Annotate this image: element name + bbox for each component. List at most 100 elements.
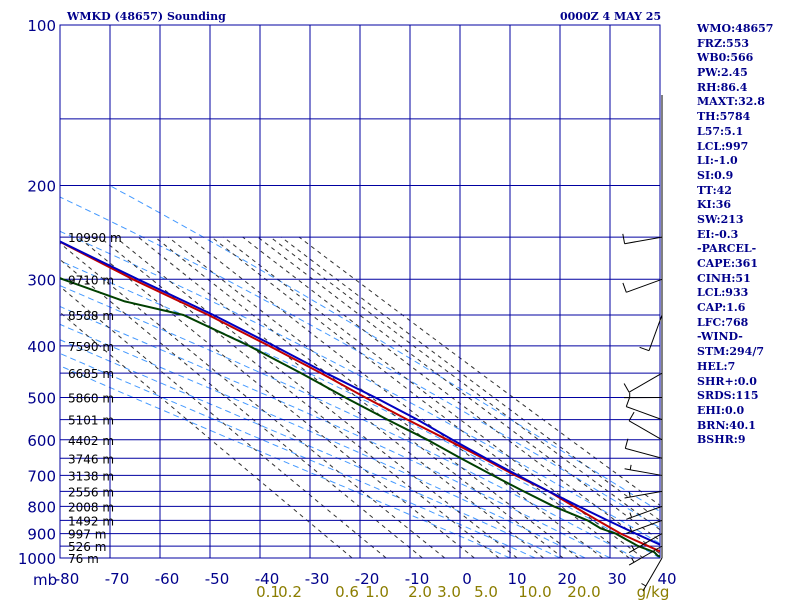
pressure-tick-label: 700	[27, 467, 56, 485]
mixing-ratio-line	[60, 311, 353, 558]
index-item: CAPE:361	[697, 257, 758, 270]
pressure-tick-label: 100	[27, 17, 56, 35]
index-item: SHR+:0.0	[697, 374, 757, 388]
wind-barb-staff	[626, 505, 663, 520]
wind-barb-staff	[642, 557, 663, 592]
index-item: EHI:0.0	[697, 403, 745, 417]
wind-barb-flag	[625, 397, 631, 407]
wind-barb-staff	[626, 519, 663, 534]
temperature-tick-label: -70	[105, 570, 130, 588]
index-item: -PARCEL-	[697, 242, 757, 256]
mixing-ratio-line	[77, 236, 475, 558]
wind-barb-half	[631, 545, 635, 551]
moist-adiabat-line	[60, 352, 536, 558]
height-label: 10990 m	[68, 231, 122, 245]
mixing-ratio-line	[115, 236, 518, 558]
mixing-ratio-axis: 0.10.2 0.6 1.0 2.0 3.0 5.0 10.0 20.0 g/kg	[256, 583, 669, 600]
temperature-tick-label: -50	[205, 570, 230, 588]
height-label: 3746 m	[68, 452, 114, 466]
index-item: L57:5.1	[697, 124, 744, 138]
dewpoint-line	[60, 277, 660, 558]
index-item: SW:213	[697, 212, 744, 226]
grid	[59, 24, 661, 559]
temperature-tick-label: 0	[462, 570, 472, 588]
index-item: SRDS:115	[697, 389, 759, 403]
parcel-line	[60, 240, 660, 546]
chart-time: 0000Z 4 MAY 25	[560, 10, 661, 23]
wind-barb-staff	[628, 545, 663, 566]
index-item: FRZ:553	[697, 36, 750, 50]
index-item: KI:36	[697, 198, 732, 212]
mixing-ratio-line	[60, 242, 446, 558]
temperature-tick-label: -30	[305, 570, 330, 588]
dry-adiabat-line	[0, 3, 700, 5]
mixing-ratio-tick-label: 0.2	[278, 583, 302, 600]
temperature-tick-label: 10	[507, 570, 526, 588]
mixing-ratio-tick-label: g/kg	[637, 583, 670, 600]
dry-adiabat-line	[0, 0, 700, 2]
moist-adiabat-line	[60, 285, 636, 558]
height-label: 76 m	[68, 552, 99, 566]
pressure-tick-label: 900	[27, 526, 56, 544]
wind-barb-staff	[624, 468, 663, 476]
height-label: 4402 m	[68, 434, 114, 448]
profile-lines	[60, 240, 660, 558]
moist-adiabat-line	[109, 184, 660, 513]
moist-adiabat-line	[60, 260, 660, 558]
mixing-ratio-tick-label: 0.6	[335, 583, 359, 600]
temperature-tick-label: -40	[255, 570, 280, 588]
mixing-ratio-tick-label: 20.0	[567, 583, 600, 600]
wind-barb-flag	[624, 438, 629, 449]
dry-adiabat-line	[0, 2, 700, 4]
moist-adiabat-line	[60, 196, 660, 529]
index-item: LFC:768	[697, 315, 749, 329]
mixing-ratio-tick-label: 10.0	[518, 583, 551, 600]
pressure-tick-label: 300	[27, 271, 56, 289]
index-item: CINH:51	[697, 271, 751, 285]
height-label: 5101 m	[68, 414, 114, 428]
wind-barb-staff	[626, 278, 663, 293]
height-label: 2008 m	[68, 500, 114, 514]
wind-barb-staff	[648, 314, 663, 351]
dry-adiabat-line	[0, 5, 700, 7]
mixing-ratio-tick-label: 3.0	[437, 583, 461, 600]
height-label: 8588 m	[68, 309, 114, 323]
temperature-tick-label: -10	[405, 570, 430, 588]
temperature-tick-label: 20	[557, 570, 576, 588]
wind-barb-half	[629, 512, 633, 518]
index-item: SI:0.9	[697, 168, 734, 182]
index-item: TH:5784	[697, 110, 751, 124]
wind-barb-half	[629, 464, 632, 470]
indices-panel: WMO:48657 FRZ:553 WB0:566 PW:2.45 RH:86.4 MAX…	[697, 22, 797, 448]
mixing-ratio-tick-label: 2.0	[408, 583, 432, 600]
index-item: TT:42	[697, 183, 732, 197]
index-item: LI:-1.0	[697, 154, 738, 168]
mixing-ratio-line	[211, 236, 630, 558]
height-label: 2556 m	[68, 485, 114, 499]
height-label: 3138 m	[68, 469, 114, 483]
moist-adiabat-line	[60, 230, 660, 544]
index-item: LCL:933	[697, 286, 749, 300]
mixing-ratio-tick-label: 1.0	[365, 583, 389, 600]
mixing-ratio-line	[154, 236, 564, 558]
index-item: BRN:40.1	[697, 418, 756, 432]
mixing-ratio-line	[270, 236, 660, 531]
wind-barb-half	[628, 492, 631, 498]
mixing-ratio-line	[257, 236, 660, 542]
wind-barb-flag	[623, 383, 630, 393]
height-label: 6685 m	[68, 367, 114, 381]
mixing-ratio-line	[60, 258, 423, 558]
chart-title: WMKD (48657) Sounding	[66, 10, 226, 23]
index-item: EI:-0.3	[697, 227, 739, 241]
index-item: STM:294/7	[697, 345, 764, 359]
index-item: PW:2.45	[697, 66, 748, 80]
mixing-ratio-line	[60, 285, 387, 558]
mixing-ratio-line	[167, 236, 579, 558]
mixing-ratio-line	[223, 236, 644, 558]
index-item: WMO:48657	[697, 22, 774, 35]
temperature-tick-label: -60	[155, 570, 180, 588]
index-item: MAXT:32.8	[697, 95, 765, 109]
index-item: -WIND-	[697, 330, 743, 344]
height-label: 5860 m	[68, 392, 114, 406]
